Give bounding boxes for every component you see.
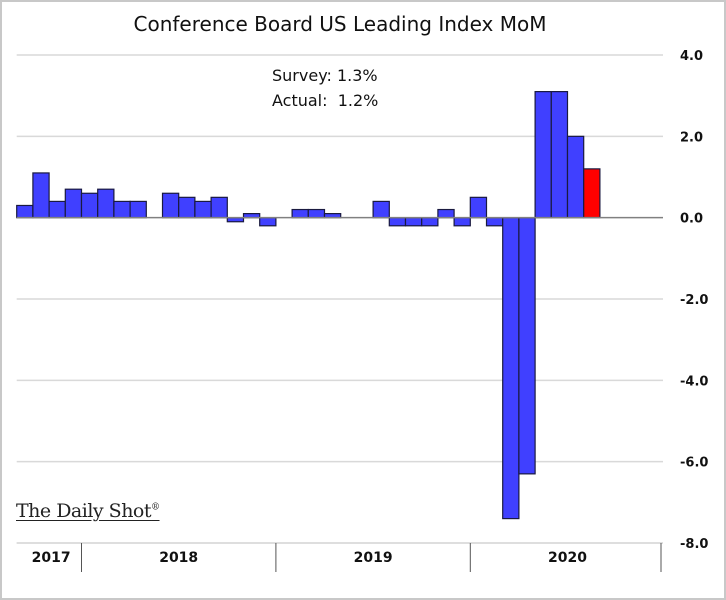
bar [291, 208, 309, 219]
bar [404, 217, 423, 227]
x-year-label: 2017 [32, 550, 71, 566]
bar [550, 90, 569, 219]
bar [64, 188, 83, 219]
bar [469, 196, 488, 219]
bar [48, 200, 66, 219]
y-tick-label: 4.0 [680, 49, 703, 64]
bar [518, 217, 536, 475]
bar [421, 217, 439, 227]
brand-name: The Daily Shot [16, 500, 152, 522]
bar [129, 200, 147, 219]
bar-highlight [583, 168, 601, 219]
y-tick-label: 2.0 [680, 130, 703, 145]
y-tick-label: -2.0 [680, 293, 708, 308]
brand-logo: The Daily Shot® [16, 500, 160, 522]
bar [32, 172, 50, 219]
x-year-label: 2019 [354, 550, 393, 566]
bar [437, 208, 455, 219]
bar [259, 217, 277, 227]
bar [80, 192, 99, 219]
y-tick-label: -8.0 [680, 537, 708, 552]
y-tick-label: -4.0 [680, 374, 708, 389]
bar [97, 188, 115, 219]
bar [16, 204, 34, 219]
bar [372, 200, 390, 219]
actual-annotation: Actual: 1.2% [272, 91, 379, 110]
registered-mark: ® [151, 502, 160, 513]
bar [113, 200, 131, 219]
x-year-label: 2020 [548, 550, 587, 566]
x-year-label: 2018 [159, 550, 198, 566]
y-tick-label: 0.0 [680, 212, 703, 227]
y-tick-label: -6.0 [680, 456, 708, 471]
bar [453, 217, 471, 227]
bar [566, 135, 585, 219]
bar [161, 192, 180, 219]
bar [388, 217, 407, 227]
survey-annotation: Survey: 1.3% [272, 66, 378, 85]
bar [502, 217, 520, 520]
bar [194, 200, 212, 219]
chart-title: Conference Board US Leading Index MoM [133, 12, 547, 36]
bar [485, 217, 504, 227]
bar [178, 196, 196, 219]
bar [210, 196, 228, 219]
bar [534, 90, 552, 219]
bar [307, 208, 326, 219]
